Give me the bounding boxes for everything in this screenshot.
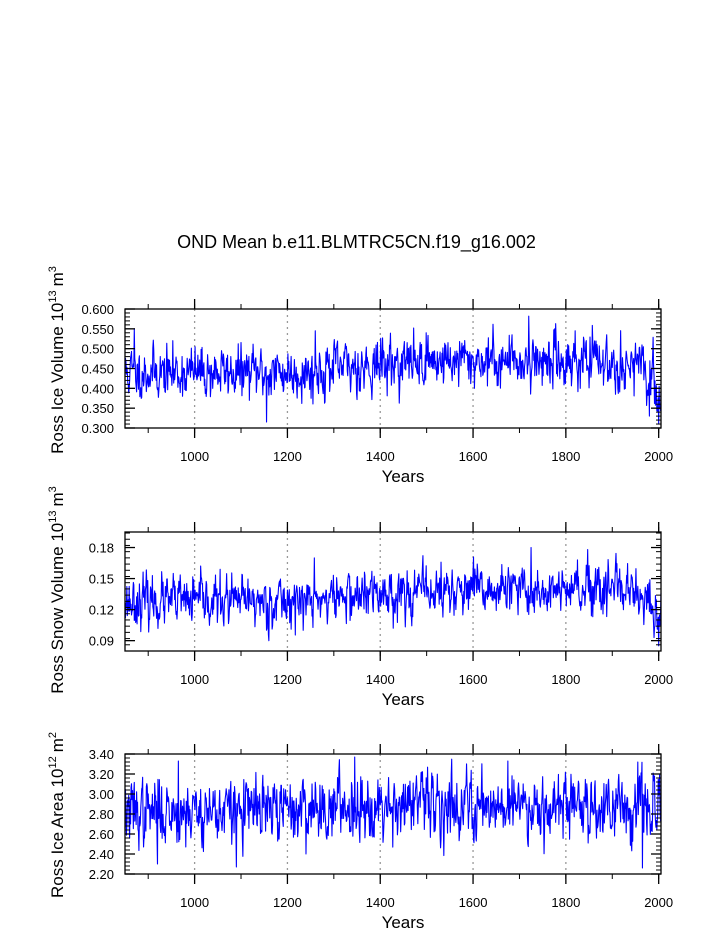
x-tick-label: 2000 xyxy=(644,895,673,910)
y-axis-title-main: Ross Ice Area 10 xyxy=(48,769,67,898)
x-tick-label: 1600 xyxy=(459,449,488,464)
y-tick-label: 0.300 xyxy=(81,421,114,436)
y-axis-title-unit-exponent: 3 xyxy=(47,486,59,492)
panel-ice-volume: 0.300 0.350 0.400 0.450 0.500 0.550 0.600 1000 1… xyxy=(47,266,673,486)
x-tick-label: 1800 xyxy=(551,895,580,910)
y-tick-label: 0.350 xyxy=(81,401,114,416)
panel-snow-volume: 0.09 0.12 0.15 0.18 1000 1200 1400 1600 1800 2000… xyxy=(47,486,673,709)
figure-title: OND Mean b.e11.BLMTRC5CN.f19_g16.002 xyxy=(177,232,536,252)
y-axis-title-exponent: 12 xyxy=(47,756,59,768)
y-axis-title: Ross Snow Volume 1013 m3 xyxy=(47,486,67,694)
y-tick-label: 0.15 xyxy=(89,572,114,587)
y-tick-label: 0.400 xyxy=(81,381,114,396)
y-axis-title-unit: m xyxy=(48,272,67,286)
x-axis-title: Years xyxy=(382,690,425,709)
y-axis-title-unit: m xyxy=(48,492,67,506)
y-axis-title-unit-exponent: 3 xyxy=(47,266,59,272)
y-tick-label: 0.18 xyxy=(89,541,114,556)
x-tick-label: 1800 xyxy=(551,449,580,464)
series-line-ice-volume xyxy=(124,315,662,425)
y-axis-title-unit: m xyxy=(48,738,67,752)
x-tick-label: 1400 xyxy=(366,895,395,910)
x-tick-label: 1000 xyxy=(180,449,209,464)
plot-frame xyxy=(124,531,662,652)
series-line-snow-volume xyxy=(124,546,662,647)
x-tick-label: 1600 xyxy=(459,895,488,910)
y-tick-label: 2.40 xyxy=(89,847,114,862)
y-tick-label: 0.12 xyxy=(89,603,114,618)
x-tick-label: 1200 xyxy=(273,895,302,910)
x-tick-label: 1800 xyxy=(551,672,580,687)
y-axis-title-unit-exponent: 2 xyxy=(47,732,59,738)
y-tick-label: 3.40 xyxy=(89,747,114,762)
panel-ice-area: 2.20 2.40 2.60 2.80 3.00 3.20 3.40 1000 1200 1400… xyxy=(47,732,673,932)
y-tick-label: 0.550 xyxy=(81,322,114,337)
y-tick-label: 0.450 xyxy=(81,362,114,377)
y-tick-label: 2.20 xyxy=(89,867,114,882)
x-tick-label: 1000 xyxy=(180,672,209,687)
x-tick-label: 1200 xyxy=(273,672,302,687)
y-tick-label: 2.80 xyxy=(89,807,114,822)
x-tick-label: 1200 xyxy=(273,449,302,464)
y-axis-title-main: Ross Ice Volume 10 xyxy=(48,303,67,454)
y-tick-label: 2.60 xyxy=(89,827,114,842)
y-axis-title-main: Ross Snow Volume 10 xyxy=(48,523,67,694)
y-axis-title: Ross Ice Volume 1013 m3 xyxy=(47,266,67,454)
x-tick-label: 1600 xyxy=(459,672,488,687)
x-axis-title: Years xyxy=(382,467,425,486)
x-tick-label: 1000 xyxy=(180,895,209,910)
x-axis-title: Years xyxy=(382,913,425,932)
x-tick-label: 2000 xyxy=(644,672,673,687)
y-axis-title-exponent: 13 xyxy=(47,511,59,523)
y-axis-title-exponent: 13 xyxy=(47,290,59,302)
series-line-ice-area xyxy=(124,756,662,869)
x-tick-label: 2000 xyxy=(644,449,673,464)
y-tick-label: 3.20 xyxy=(89,767,114,782)
y-tick-label: 3.00 xyxy=(89,787,114,802)
y-tick-label: 0.09 xyxy=(89,634,114,649)
y-tick-label: 0.500 xyxy=(81,342,114,357)
y-axis-title: Ross Ice Area 1012 m2 xyxy=(47,732,67,898)
y-tick-label: 0.600 xyxy=(81,302,114,317)
x-tick-label: 1400 xyxy=(366,672,395,687)
x-tick-label: 1400 xyxy=(366,449,395,464)
